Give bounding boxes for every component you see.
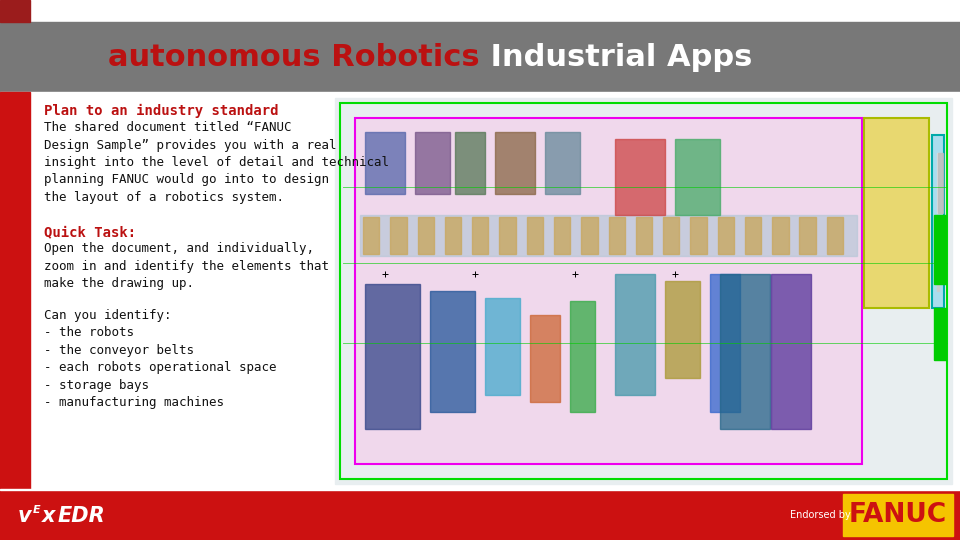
Text: Can you identify:
- the robots
- the conveyor belts
- each robots operational sp: Can you identify: - the robots - the con… xyxy=(44,309,276,409)
Bar xyxy=(771,274,811,429)
Text: EDR: EDR xyxy=(58,506,106,526)
Bar xyxy=(938,153,944,213)
Bar xyxy=(365,132,405,194)
Bar xyxy=(391,217,407,254)
Bar xyxy=(932,136,944,308)
Bar xyxy=(800,217,816,254)
Bar xyxy=(360,215,857,256)
Bar xyxy=(827,217,843,254)
Bar xyxy=(527,217,543,254)
Bar xyxy=(0,0,960,22)
Bar xyxy=(0,92,960,490)
Bar xyxy=(665,281,700,377)
Bar xyxy=(444,217,461,254)
Bar xyxy=(864,118,929,308)
Text: autonomous Robotics: autonomous Robotics xyxy=(108,43,480,71)
Bar xyxy=(570,301,595,412)
Bar xyxy=(636,217,652,254)
Bar xyxy=(581,217,597,254)
Bar xyxy=(0,92,30,490)
Bar xyxy=(772,217,788,254)
Bar xyxy=(485,298,520,395)
Text: FANUC: FANUC xyxy=(849,502,948,528)
Text: E: E xyxy=(33,505,40,515)
Text: x: x xyxy=(42,506,56,526)
Bar xyxy=(545,132,580,194)
Text: Endorsed by: Endorsed by xyxy=(790,510,851,520)
Text: v: v xyxy=(18,506,32,526)
Bar xyxy=(415,132,450,194)
Bar xyxy=(418,217,434,254)
Bar xyxy=(430,291,475,412)
Bar xyxy=(745,217,761,254)
Bar xyxy=(455,132,485,194)
Bar xyxy=(690,217,707,254)
Bar xyxy=(937,153,942,213)
Bar xyxy=(937,225,939,291)
Bar xyxy=(554,217,570,254)
Text: The shared document titled “FANUC
Design Sample” provides you with a real
insigh: The shared document titled “FANUC Design… xyxy=(44,121,389,204)
Bar xyxy=(340,103,947,479)
Bar xyxy=(615,274,655,395)
Text: Plan to an industry standard: Plan to an industry standard xyxy=(44,104,278,118)
Bar xyxy=(934,215,946,284)
Bar xyxy=(718,217,734,254)
Bar xyxy=(934,308,946,360)
Text: Industrial Apps: Industrial Apps xyxy=(480,43,753,71)
Bar xyxy=(363,217,379,254)
Bar xyxy=(335,98,952,484)
Bar xyxy=(355,118,862,464)
Bar xyxy=(720,274,770,429)
Text: Open the document, and individually,
zoom in and identify the elements that
make: Open the document, and individually, zoo… xyxy=(44,242,329,291)
Bar xyxy=(663,217,680,254)
Bar xyxy=(710,274,740,412)
Bar xyxy=(609,217,625,254)
Bar xyxy=(530,315,560,402)
Bar xyxy=(499,217,516,254)
Bar xyxy=(365,284,420,429)
Bar xyxy=(843,494,953,536)
Bar xyxy=(615,139,665,215)
Bar xyxy=(0,489,960,490)
Bar xyxy=(0,0,30,22)
Text: Quick Task:: Quick Task: xyxy=(44,225,136,239)
Bar xyxy=(495,132,535,194)
Bar xyxy=(472,217,489,254)
Bar xyxy=(675,139,720,215)
Bar xyxy=(0,490,960,540)
Bar xyxy=(0,22,960,92)
